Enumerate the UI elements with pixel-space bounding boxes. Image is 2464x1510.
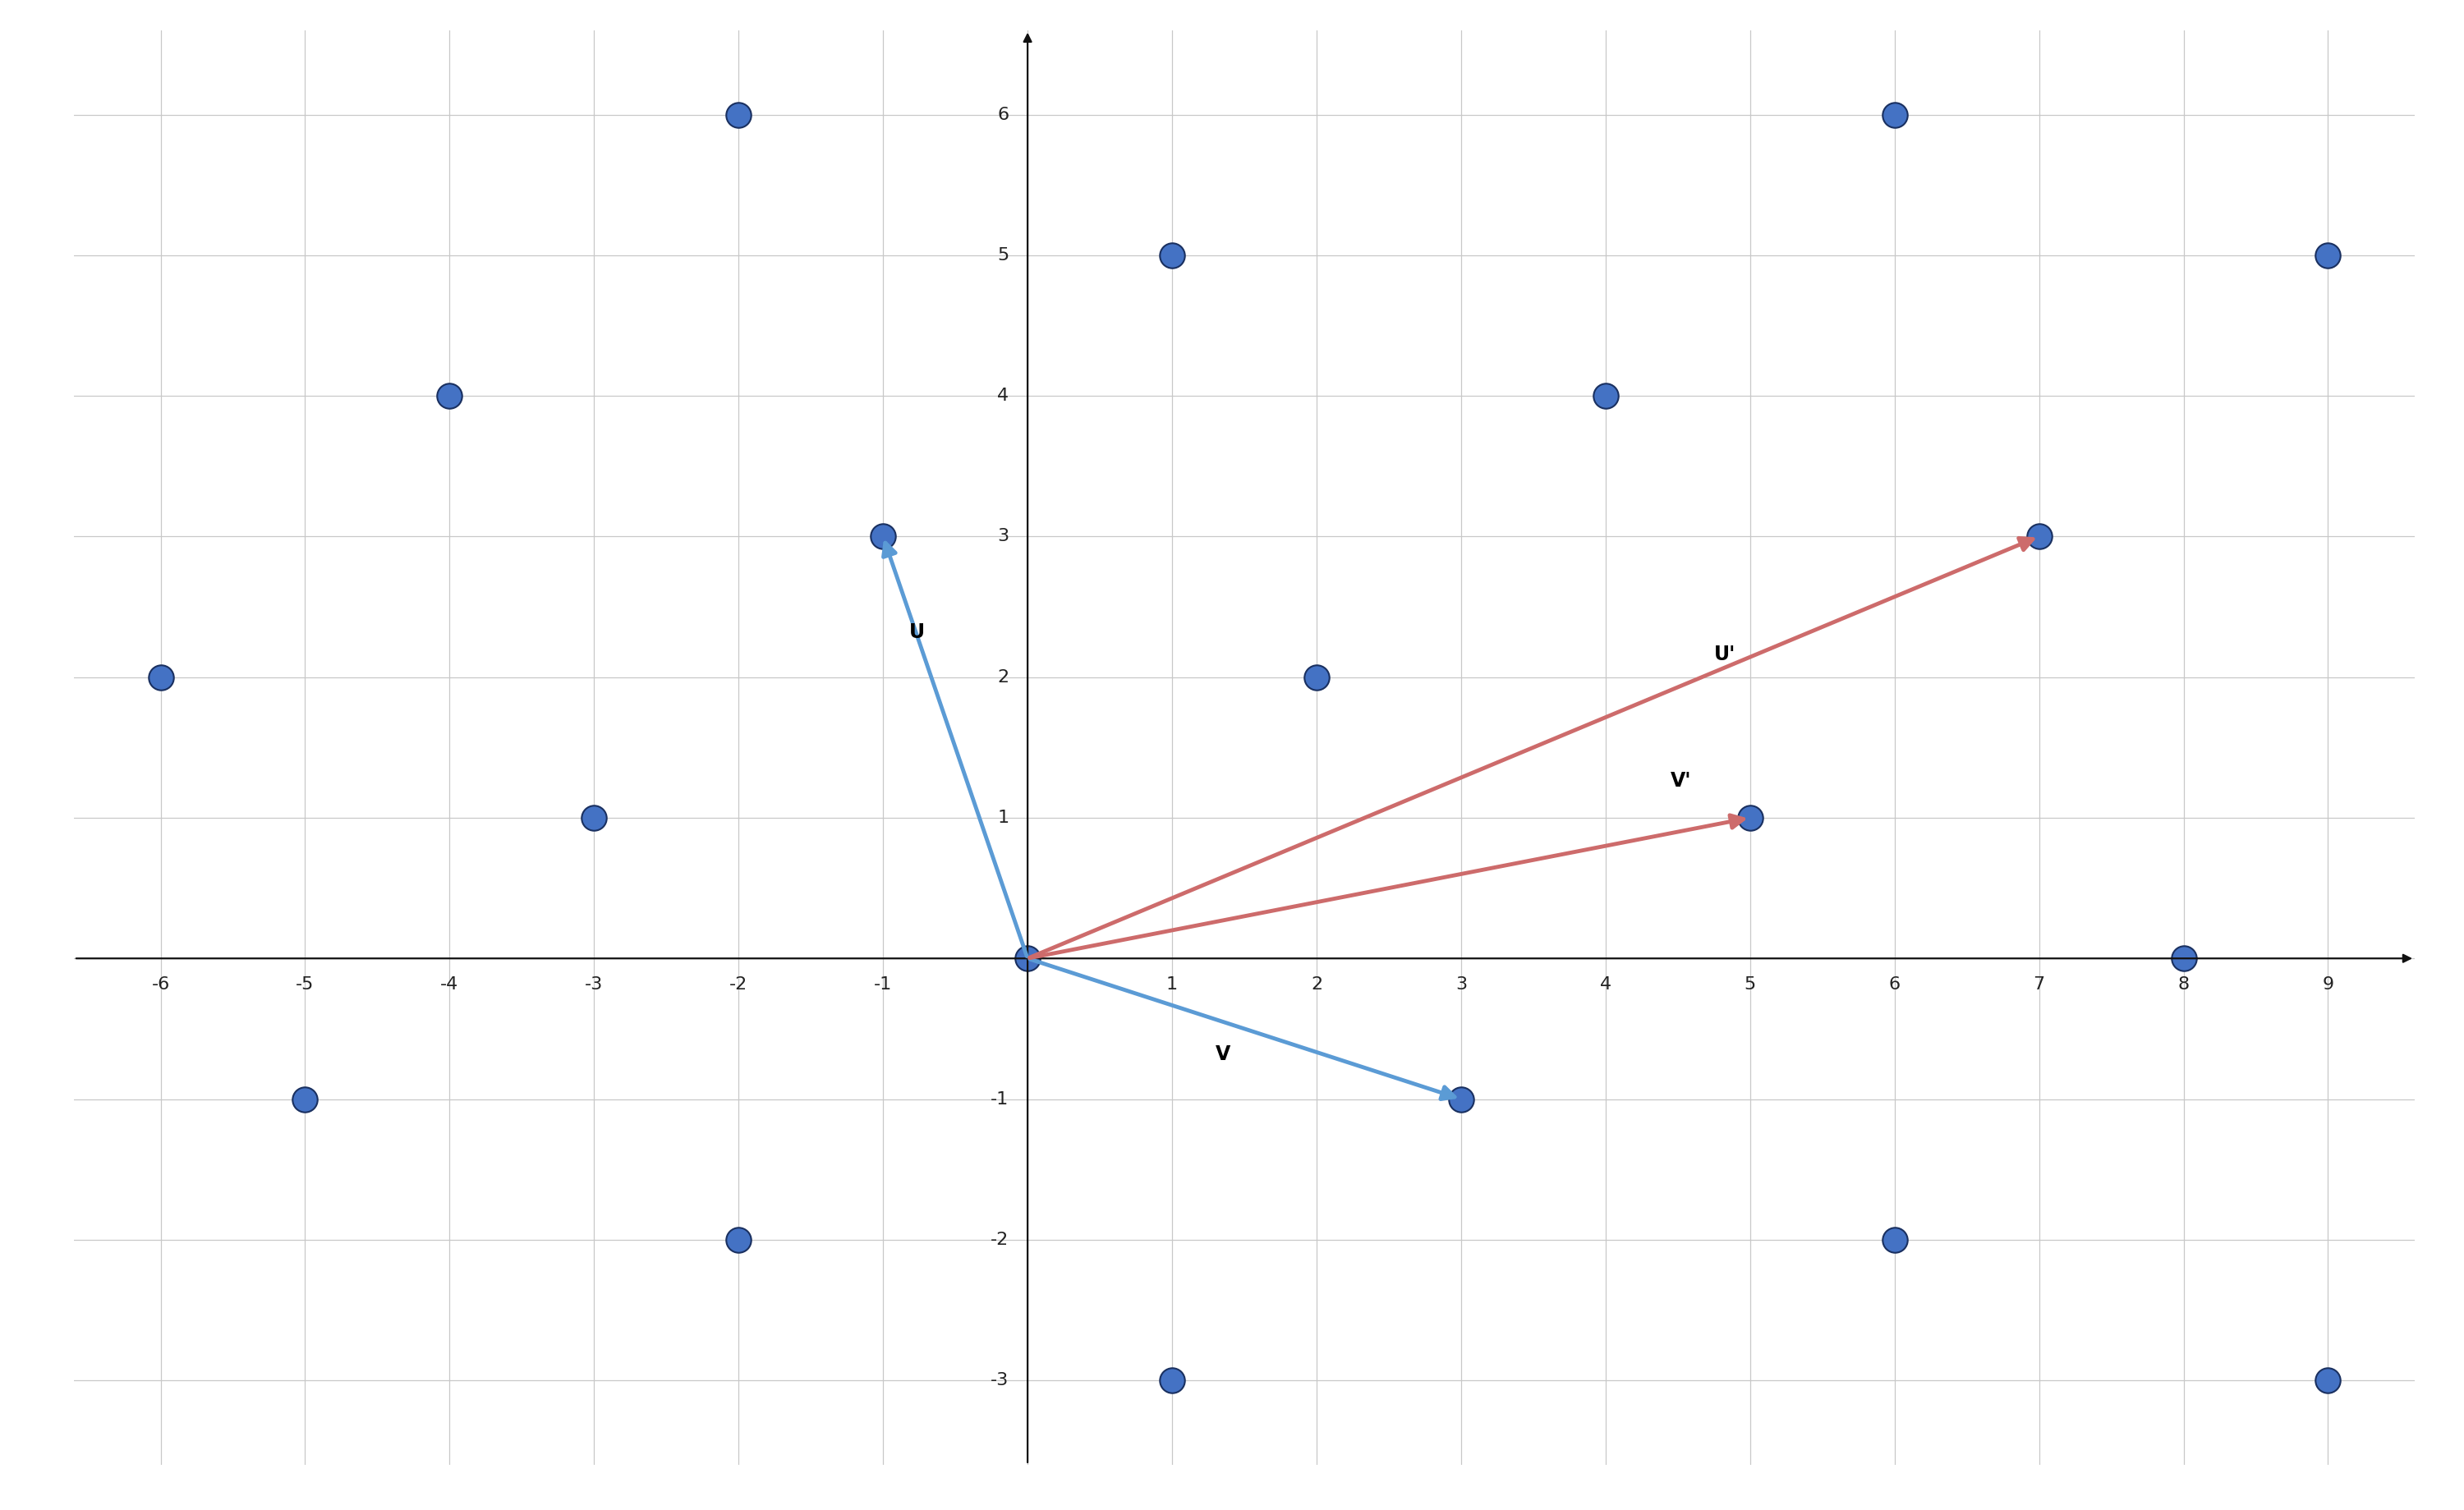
- Text: -4: -4: [441, 977, 458, 994]
- Text: U: U: [909, 622, 924, 642]
- Point: [719, 103, 759, 127]
- Point: [1153, 243, 1193, 267]
- Point: [2309, 243, 2348, 267]
- Text: -2: -2: [991, 1232, 1008, 1247]
- Text: V: V: [1215, 1043, 1230, 1063]
- Text: 8: 8: [2178, 977, 2190, 994]
- Text: 5: 5: [1745, 977, 1757, 994]
- Point: [719, 1228, 759, 1252]
- Text: 1: 1: [1165, 977, 1178, 994]
- Point: [1875, 1228, 1915, 1252]
- Text: 4: 4: [998, 388, 1008, 405]
- Point: [574, 806, 614, 830]
- Point: [2163, 947, 2203, 971]
- Text: -5: -5: [296, 977, 315, 994]
- Text: 3: 3: [998, 528, 1008, 545]
- Text: 2: 2: [1311, 977, 1323, 994]
- Text: 1: 1: [998, 809, 1008, 826]
- Text: -3: -3: [584, 977, 604, 994]
- Point: [1441, 1087, 1481, 1111]
- Point: [140, 664, 180, 689]
- Text: U': U': [1715, 645, 1735, 664]
- Text: 3: 3: [1456, 977, 1466, 994]
- Text: V': V': [1671, 772, 1690, 791]
- Point: [2309, 1368, 2348, 1392]
- Text: -1: -1: [991, 1090, 1008, 1107]
- Point: [862, 524, 902, 548]
- Text: 5: 5: [998, 248, 1008, 263]
- Point: [1587, 384, 1626, 408]
- Text: 9: 9: [2321, 977, 2333, 994]
- Text: -1: -1: [875, 977, 892, 994]
- Point: [1008, 947, 1047, 971]
- Point: [429, 384, 468, 408]
- Text: 6: 6: [998, 106, 1008, 122]
- Point: [286, 1087, 325, 1111]
- Point: [2020, 524, 2060, 548]
- Text: -6: -6: [150, 977, 170, 994]
- Point: [1153, 1368, 1193, 1392]
- Point: [1730, 806, 1769, 830]
- Text: -2: -2: [729, 977, 747, 994]
- Text: 6: 6: [1890, 977, 1900, 994]
- Point: [1296, 664, 1335, 689]
- Text: -3: -3: [991, 1373, 1008, 1389]
- Text: 4: 4: [1599, 977, 1611, 994]
- Text: 2: 2: [998, 669, 1008, 686]
- Text: 7: 7: [2033, 977, 2045, 994]
- Point: [1875, 103, 1915, 127]
